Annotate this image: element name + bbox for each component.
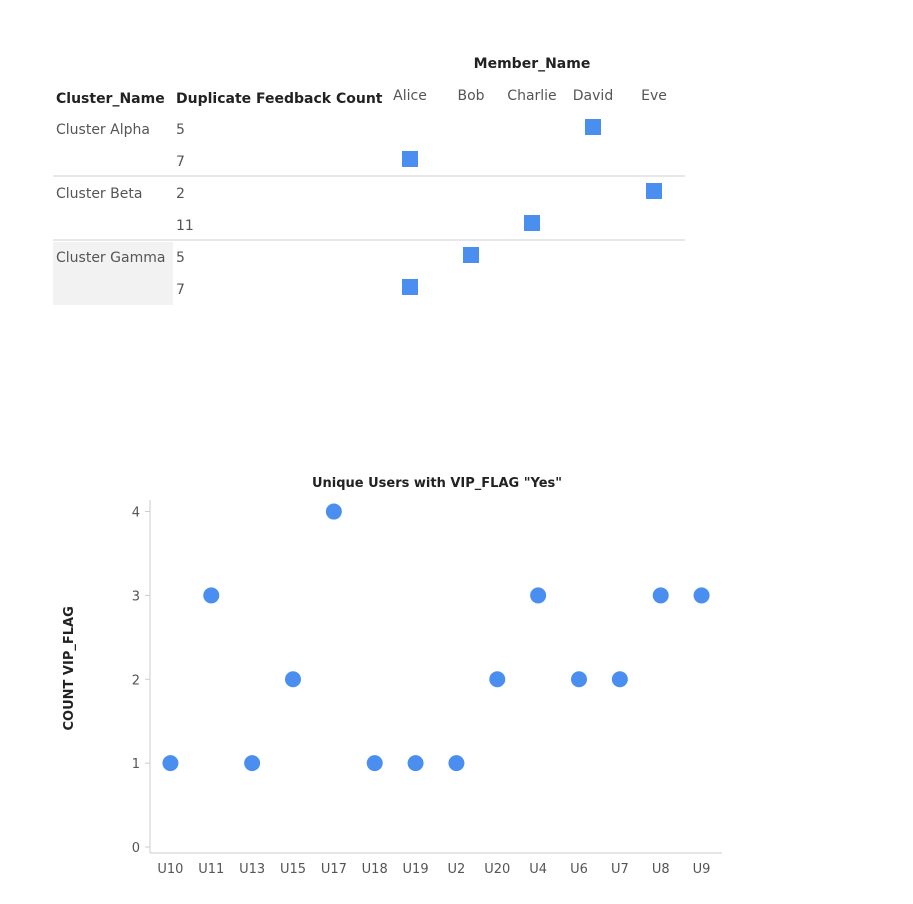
cluster-name-cell: Cluster Alpha xyxy=(56,122,150,138)
x-tick-label: U19 xyxy=(403,862,429,877)
x-tick-label: U10 xyxy=(157,862,183,877)
x-tick-label: U15 xyxy=(280,862,306,877)
data-point-u11 xyxy=(203,587,220,604)
x-tick-label: U20 xyxy=(484,862,510,877)
x-tick-label: U7 xyxy=(611,862,629,877)
y-tick-label: 3 xyxy=(132,589,140,604)
duplicate-count-cell: 11 xyxy=(176,218,194,234)
selected-cell-background xyxy=(53,242,173,305)
y-tick-label: 2 xyxy=(132,673,140,688)
x-tick-label: U6 xyxy=(570,862,588,877)
y-tick-label: 4 xyxy=(132,506,140,521)
data-point-u2 xyxy=(448,755,465,772)
x-tick-label: U9 xyxy=(693,862,711,877)
column-header-charlie: Charlie xyxy=(507,88,556,104)
duplicate-count-cell: 5 xyxy=(176,122,185,138)
row-header-duplicate-count: Duplicate Feedback Count xyxy=(176,91,383,107)
cluster-name-cell: Cluster Gamma xyxy=(56,250,165,266)
x-tick-label: U8 xyxy=(652,862,670,877)
column-field-header: Member_Name xyxy=(474,56,591,72)
data-point-u7 xyxy=(611,671,628,688)
x-tick-label: U17 xyxy=(321,862,347,877)
x-tick-label: U11 xyxy=(198,862,224,877)
column-header-eve: Eve xyxy=(641,88,667,104)
data-point-u6 xyxy=(571,671,587,688)
duplicate-count-cell: 2 xyxy=(176,186,185,202)
y-axis-label: COUNT VIP_FLAG xyxy=(62,606,77,730)
x-tick-label: U4 xyxy=(529,862,547,877)
data-point-u13 xyxy=(244,755,261,772)
duplicate-count-cell: 5 xyxy=(176,250,185,266)
data-point-u18 xyxy=(366,755,383,772)
data-point-u4 xyxy=(530,587,547,604)
column-header-bob: Bob xyxy=(457,88,484,104)
data-point-u15 xyxy=(285,671,301,688)
duplicate-count-cell: 7 xyxy=(176,154,185,170)
data-point-u10 xyxy=(162,755,179,772)
chart-title: Unique Users with VIP_FLAG "Yes" xyxy=(312,476,562,491)
matrix-visual: Member_Name Cluster_Name Duplicate Feedbac… xyxy=(53,56,685,305)
row-header-cluster-name: Cluster_Name xyxy=(56,91,165,107)
matrix-marker-eve xyxy=(646,183,662,199)
duplicate-count-cell: 7 xyxy=(176,282,185,298)
column-header-alice: Alice xyxy=(393,88,427,104)
data-point-u17 xyxy=(325,503,342,520)
scatter-chart: Unique Users with VIP_FLAG "Yes" COUNT VI… xyxy=(62,476,722,877)
y-tick-label: 1 xyxy=(132,757,140,772)
x-tick-label: U13 xyxy=(239,862,265,877)
x-tick-label: U2 xyxy=(448,862,466,877)
data-point-u19 xyxy=(407,755,424,772)
matrix-marker-bob xyxy=(463,247,479,263)
data-point-u20 xyxy=(489,671,506,688)
matrix-marker-charlie xyxy=(524,215,540,231)
y-tick-label: 0 xyxy=(132,841,140,856)
data-point-u9 xyxy=(693,587,710,604)
cluster-name-cell: Cluster Beta xyxy=(56,186,142,202)
matrix-marker-alice xyxy=(402,151,418,167)
x-tick-label: U18 xyxy=(362,862,388,877)
matrix-marker-david xyxy=(585,119,601,135)
matrix-marker-alice xyxy=(402,279,418,295)
column-header-david: David xyxy=(573,88,613,104)
data-point-u8 xyxy=(652,587,669,604)
